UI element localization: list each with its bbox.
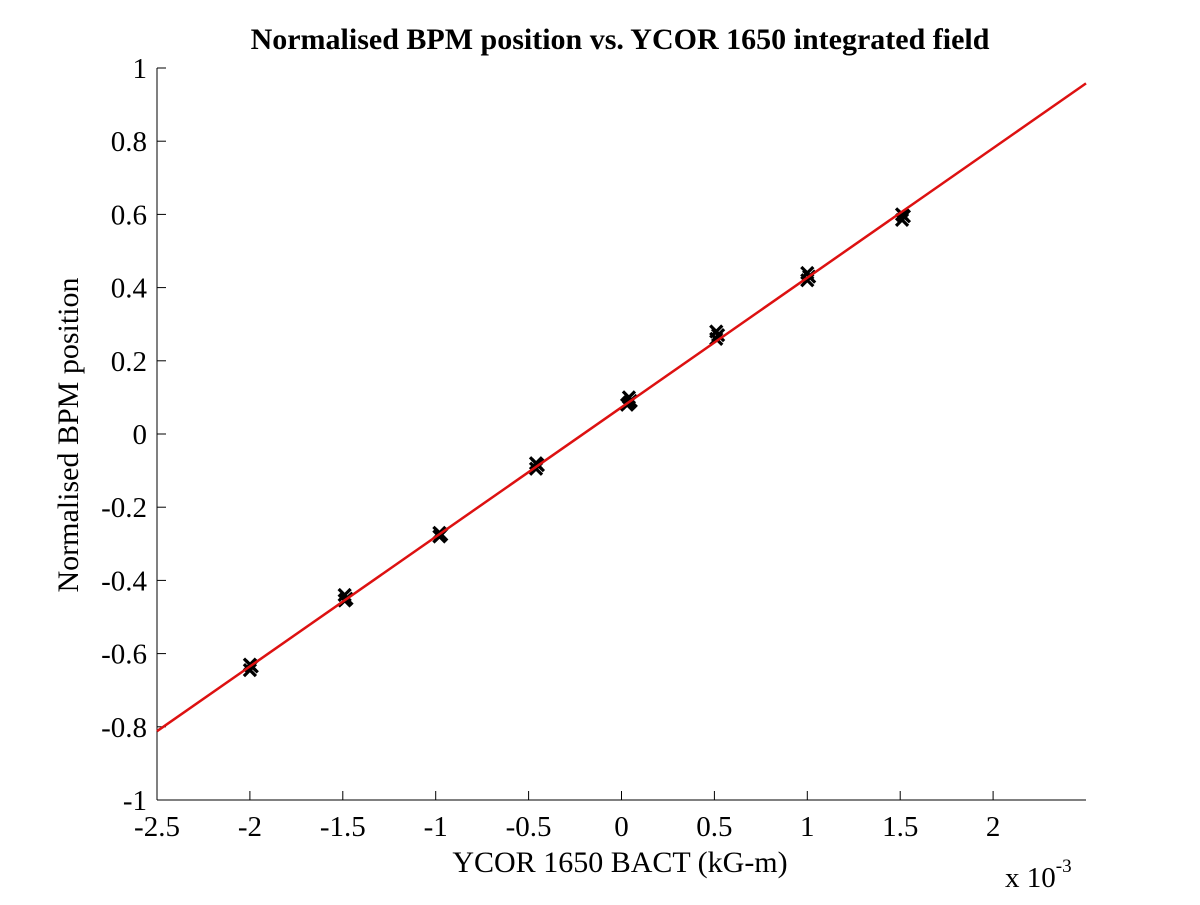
y-tick-label: 0 xyxy=(133,419,148,451)
y-tick-label: 0.6 xyxy=(111,199,147,231)
y-tick-label: 0.8 xyxy=(111,126,147,158)
x-tick-label: -1.5 xyxy=(320,811,366,843)
x-tick-label: 1.5 xyxy=(882,811,918,843)
y-tick-label: -0.4 xyxy=(101,565,147,597)
data-point xyxy=(710,328,726,343)
x-tick-label: 0 xyxy=(614,811,629,843)
x-axis-multiplier-exponent: -3 xyxy=(1056,856,1072,877)
y-tick-label: -1 xyxy=(123,785,147,817)
y-tick-label: 1 xyxy=(133,53,148,85)
x-tick-label: 0.5 xyxy=(696,811,732,843)
x-axis-label: YCOR 1650 BACT (kG-m) xyxy=(452,846,787,879)
x-tick-label: 2 xyxy=(986,811,1001,843)
y-tick-label: 0.4 xyxy=(111,273,148,305)
y-tick-label: -0.2 xyxy=(101,492,147,524)
x-tick-label: -1 xyxy=(424,811,448,843)
chart-title: Normalised BPM position vs. YCOR 1650 in… xyxy=(251,23,990,56)
fit-line xyxy=(156,82,1087,733)
x-tick-label: -2 xyxy=(238,811,262,843)
x-tick-label: -2.5 xyxy=(134,811,180,843)
x-tick-label: 1 xyxy=(800,811,815,843)
y-tick-label: -0.6 xyxy=(101,639,147,671)
x-tick-label: -0.5 xyxy=(506,811,552,843)
y-tick-label: 0.2 xyxy=(111,346,147,378)
plot-area xyxy=(156,82,1087,733)
axes: -2.5 -2 -1.5 -1 -0.5 0 0.5 1 1.5 2 -1 -0.8 -0.6 -0.4 -… xyxy=(101,53,1086,843)
y-tick-label: -0.8 xyxy=(101,712,147,744)
y-axis-label: Normalised BPM position xyxy=(52,277,85,592)
x-axis-multiplier-base: x 10 xyxy=(1005,862,1056,894)
x-axis-multiplier: x 10-3 xyxy=(1005,856,1072,894)
